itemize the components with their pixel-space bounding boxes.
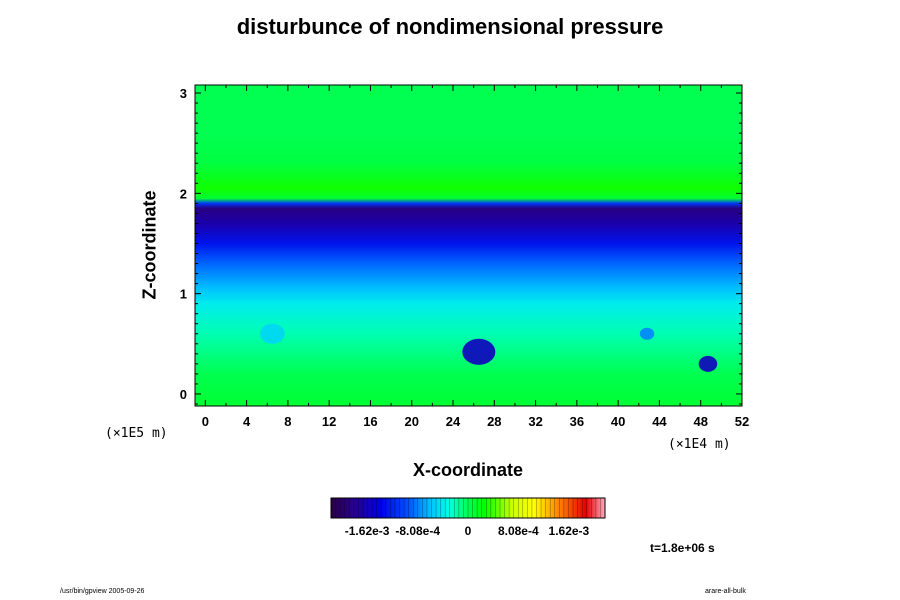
x-tick-label: 32 — [528, 414, 542, 429]
colorbar-tick-label: -1.62e-3 — [345, 524, 390, 538]
footer-left: /usr/bin/gpview 2005-09-26 — [60, 588, 145, 595]
colorbar-tick-label: 0 — [465, 524, 472, 538]
x-tick-label: 0 — [202, 414, 209, 429]
x-axis-scale-label: (×1E4 m) — [668, 437, 731, 452]
colorbar-tick-label: -8.08e-4 — [395, 524, 440, 538]
x-tick-label: 44 — [652, 414, 667, 429]
x-axis-ticks: 0 4 8 12 16 20 24 28 32 36 40 44 48 52 — [202, 85, 749, 429]
footer-right: arare-all-bulk — [705, 588, 746, 595]
y-tick-label: 1 — [180, 287, 187, 302]
x-tick-label: 40 — [611, 414, 625, 429]
field-feature — [462, 338, 496, 365]
y-tick-label: 0 — [180, 387, 187, 402]
x-tick-label: 24 — [446, 414, 461, 429]
x-tick-label: 20 — [405, 414, 419, 429]
timestamp-label: t=1.8e+06 s — [650, 541, 715, 555]
field-feature — [698, 355, 718, 372]
y-tick-label: 3 — [180, 86, 187, 101]
x-tick-label: 28 — [487, 414, 501, 429]
field-feature — [639, 327, 655, 340]
y-axis-ticks: 0 1 2 3 — [180, 86, 742, 405]
colorbar-tick-label: 1.62e-3 — [549, 524, 590, 538]
x-tick-label: 48 — [693, 414, 707, 429]
x-axis-label: X-coordinate — [412, 460, 523, 480]
colorbar: -1.62e-3 -8.08e-4 0 8.08e-4 1.62e-3 — [330, 497, 606, 538]
field-feature — [260, 323, 285, 344]
x-tick-label: 36 — [570, 414, 584, 429]
feature-layer — [260, 323, 718, 372]
x-tick-label: 4 — [243, 414, 251, 429]
x-tick-label: 16 — [363, 414, 377, 429]
x-tick-label: 52 — [735, 414, 749, 429]
x-tick-label: 8 — [284, 414, 291, 429]
chart-title: disturbunce of nondimensional pressure — [236, 14, 664, 39]
x-tick-label: 12 — [322, 414, 336, 429]
plot-frame — [194, 84, 743, 407]
y-axis-scale-label: (×1E5 m) — [105, 426, 168, 441]
y-axis-label: Z-coordinate — [139, 190, 160, 300]
colorbar-tick-label: 8.08e-4 — [498, 524, 539, 538]
y-tick-label: 2 — [180, 186, 187, 201]
